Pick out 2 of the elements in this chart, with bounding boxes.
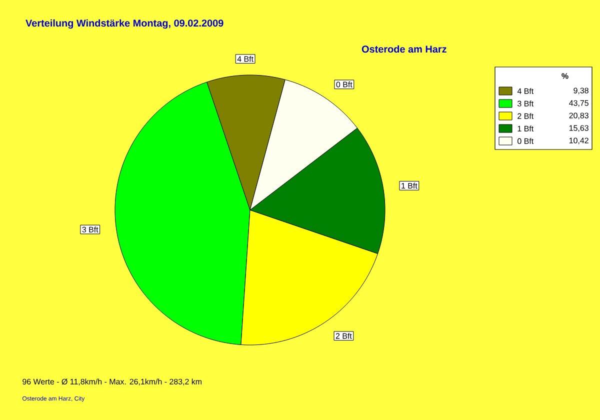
chart-title: Verteilung Windstärke Montag, 09.02.2009	[26, 19, 224, 29]
chart-subtitle: Osterode am Harz	[362, 45, 446, 53]
